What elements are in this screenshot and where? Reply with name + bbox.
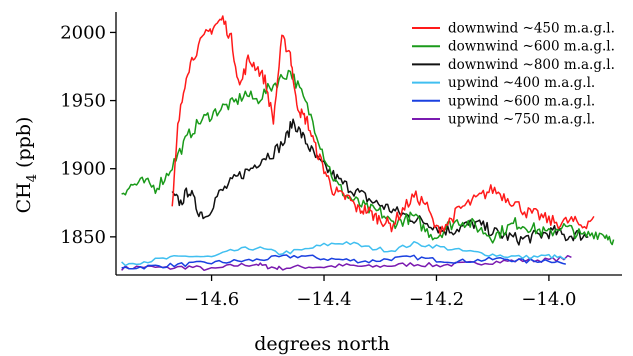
legend-label: downwind ~600 m.a.g.l. bbox=[448, 39, 615, 55]
y-axis-label: CH4 (ppb) bbox=[13, 117, 40, 214]
y-tick-label: 2000 bbox=[60, 22, 106, 43]
y-axis-label-unit: (ppb) bbox=[13, 117, 35, 174]
y-tick-label: 1850 bbox=[60, 227, 106, 248]
y-axis-label-sub: 4 bbox=[25, 174, 40, 182]
series-line-downwind-800-m-a-g-l bbox=[171, 118, 589, 246]
x-tick-label: −14.4 bbox=[296, 289, 351, 310]
legend: downwind ~450 m.a.g.l. downwind ~600 m.a.… bbox=[412, 21, 615, 128]
legend-label: upwind ~750 m.a.g.l. bbox=[448, 112, 595, 128]
y-tick-label: 1950 bbox=[60, 91, 106, 112]
y-axis-ticks: 1850 1900 1950 2000 bbox=[60, 22, 116, 248]
series-line-downwind-600-m-a-g-l bbox=[121, 69, 615, 246]
axes bbox=[115, 12, 622, 276]
legend-label: downwind ~800 m.a.g.l. bbox=[448, 57, 615, 73]
x-tick-label: −14.2 bbox=[409, 289, 464, 310]
series-line-upwind-400-m-a-g-l bbox=[121, 240, 566, 267]
y-tick-label: 1900 bbox=[60, 159, 106, 180]
x-tick-label: −14.0 bbox=[521, 289, 576, 310]
x-axis-label: degrees north bbox=[254, 333, 390, 355]
series-line-downwind-450-m-a-g-l bbox=[171, 15, 595, 235]
series-line-upwind-600-m-a-g-l bbox=[121, 254, 566, 270]
legend-label: upwind ~400 m.a.g.l. bbox=[448, 75, 595, 91]
y-axis-label-main: CH bbox=[13, 182, 35, 213]
series-line-upwind-750-m-a-g-l bbox=[121, 254, 572, 272]
x-tick-label: −14.6 bbox=[184, 289, 239, 310]
x-axis-ticks: −14.6 −14.4 −14.2 −14.0 bbox=[184, 275, 576, 310]
legend-label: upwind ~600 m.a.g.l. bbox=[448, 93, 595, 109]
legend-label: downwind ~450 m.a.g.l. bbox=[448, 21, 615, 37]
series-lines bbox=[121, 15, 615, 272]
